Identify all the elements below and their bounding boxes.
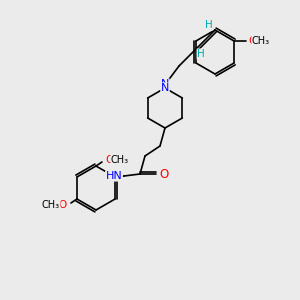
Text: O: O xyxy=(159,167,169,181)
Text: HN: HN xyxy=(106,171,122,181)
Text: CH₃: CH₃ xyxy=(111,155,129,165)
Text: O: O xyxy=(59,200,67,210)
Text: N: N xyxy=(161,79,169,89)
Text: CH₃: CH₃ xyxy=(252,36,270,46)
Text: CH₃: CH₃ xyxy=(42,200,60,210)
Text: H: H xyxy=(205,20,213,30)
Text: O: O xyxy=(106,155,114,165)
Text: O: O xyxy=(248,36,256,46)
Text: N: N xyxy=(161,83,169,93)
Text: H: H xyxy=(197,49,205,59)
